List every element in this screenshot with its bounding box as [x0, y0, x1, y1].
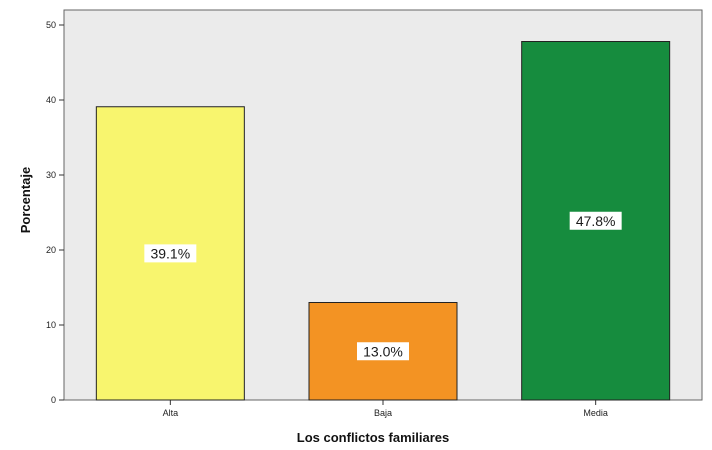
y-tick-label: 40: [46, 95, 56, 105]
data-label-box: [357, 342, 409, 361]
y-axis-title: Porcentaje: [18, 167, 33, 233]
data-label: 39.1%: [150, 245, 190, 261]
data-label-box: [569, 211, 622, 230]
y-axis: 0 10 20 30 40 50: [46, 20, 64, 405]
x-axis-title: Los conflictos familiares: [297, 430, 449, 445]
y-tick-label: 0: [51, 395, 56, 405]
data-label: 47.8%: [576, 213, 616, 229]
data-labels: 39.1% 13.0% 47.8%: [144, 211, 622, 361]
y-tick-label: 30: [46, 170, 56, 180]
x-tick-label: Baja: [374, 408, 392, 418]
data-label-box: [144, 244, 197, 263]
y-tick-label: 10: [46, 320, 56, 330]
data-label: 13.0%: [363, 343, 403, 359]
x-tick-label: Alta: [163, 408, 179, 418]
y-tick-label: 20: [46, 245, 56, 255]
x-axis: Alta Baja Media: [163, 400, 608, 418]
y-tick-label: 50: [46, 20, 56, 30]
x-tick-label: Media: [583, 408, 608, 418]
